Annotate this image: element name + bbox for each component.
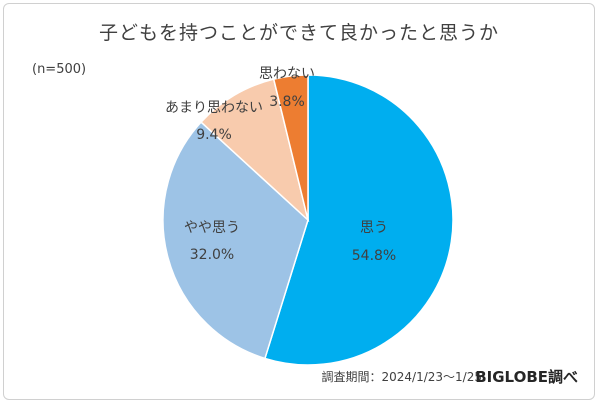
slice-label-omowanai: 思わない [259,66,315,82]
slice-label-yaya-omou: やや思う [184,220,240,236]
chart-title: 子どもを持つことができて良かったと思うか [98,22,499,44]
slice-label-omou: 思う [360,220,388,236]
slice-label-amari-omowanai: あまり思わない [165,100,263,116]
pie-chart: 思う 54.8% やや思う 32.0% あまり思わない 9.4% 思わない 3.8% [162,66,454,366]
slice-value-omowanai: 3.8% [269,94,305,110]
survey-period: 調査期間：2024/1/23～1/25 [321,370,482,384]
chart-frame: 子どもを持つことができて良かったと思うか (n=500) 思う 54.8% やや思う… [3,3,595,400]
slice-value-omou: 54.8% [352,248,396,264]
sample-size: (n=500) [32,62,87,77]
pie-slice-omou [263,74,454,366]
brand-label: BIGLOBE調べ [475,368,578,386]
pie-slice-yaya-omou [162,121,309,360]
pie-slice-omowanai [272,74,309,221]
slice-value-amari-omowanai: 9.4% [196,127,232,143]
slice-value-yaya-omou: 32.0% [190,247,234,263]
pie-slice-amari-omowanai [200,78,310,223]
